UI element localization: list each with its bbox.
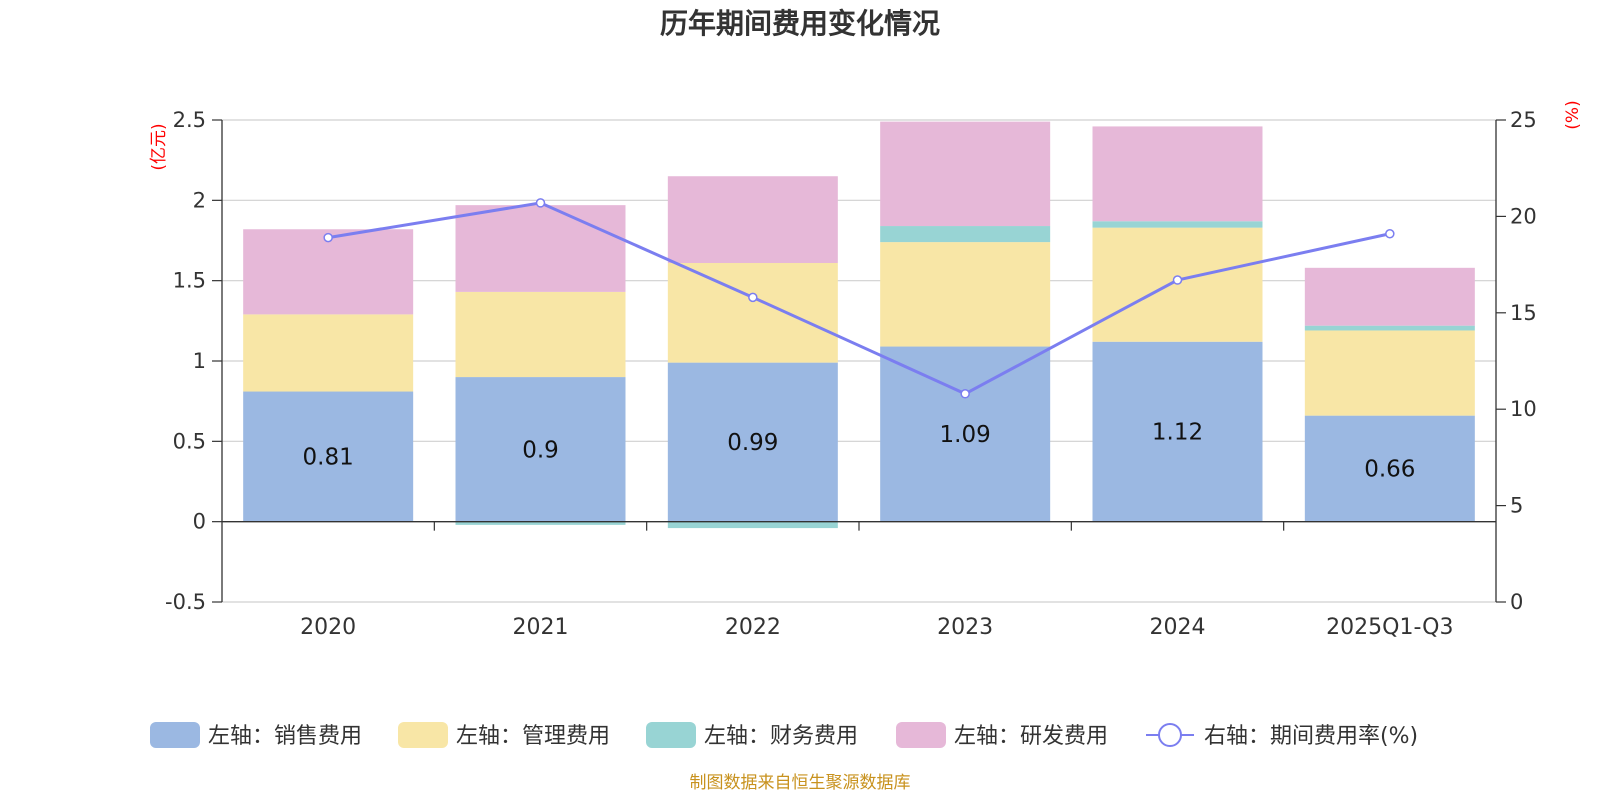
rate-point (960, 389, 970, 399)
data-label: 0.99 (727, 430, 778, 456)
bar-segment (243, 391, 414, 522)
axes: -0.5 0 0.5 1 1.5 2 2.5 0 5 10 15 20 25 2020 2021 2022 20… (165, 108, 1537, 640)
data-label: 0.81 (303, 445, 354, 471)
legend-label: 右轴：期间费用率(%) (1204, 724, 1418, 749)
bar-segment (880, 242, 1051, 347)
legend: 左轴：销售费用 左轴：管理费用 左轴：财务费用 左轴：研发费用 右轴：期间费用率(%) (150, 722, 1418, 749)
legend-swatch (398, 722, 448, 748)
x-tick-label: 2021 (513, 615, 569, 640)
bar-segment (1304, 267, 1475, 326)
legend-label: 左轴：研发费用 (954, 724, 1108, 749)
legend-swatch (646, 722, 696, 748)
left-tick-label: 2.5 (173, 108, 206, 132)
left-tick-label: 1 (193, 349, 206, 373)
x-tick-label: 2024 (1150, 615, 1206, 640)
rate-line-path (327, 201, 1391, 396)
rate-line (323, 198, 1395, 399)
bar-segment (455, 291, 626, 378)
bar-segment (880, 121, 1051, 227)
bar-segment (667, 262, 838, 363)
bar-segment (880, 226, 1051, 243)
right-tick-label: 20 (1510, 204, 1537, 228)
bar-segment (1304, 330, 1475, 416)
bar-segment (667, 362, 838, 522)
bar-segment (1092, 126, 1263, 222)
rate-point (323, 232, 333, 243)
legend-circle-marker (1158, 723, 1182, 747)
left-tick-label: 0 (193, 510, 206, 534)
right-tick-label: 5 (1510, 494, 1523, 518)
rate-point (1172, 275, 1183, 285)
right-tick-label: 10 (1510, 397, 1537, 421)
data-label: 0.9 (522, 437, 559, 463)
chart-title: 历年期间费用变化情况 (660, 7, 940, 40)
bar-segment (243, 314, 414, 392)
legend-label: 左轴：管理费用 (456, 724, 610, 749)
legend-label: 左轴：财务费用 (704, 724, 858, 749)
left-axis-unit: (亿元) (149, 123, 169, 170)
legend-label: 左轴：销售费用 (208, 724, 362, 749)
bar-segment (455, 521, 626, 525)
data-label: 0.66 (1364, 457, 1415, 483)
grid-lines (222, 119, 1496, 603)
bar-segment (667, 521, 838, 529)
bar-segment (1304, 415, 1475, 522)
rate-point (535, 198, 546, 208)
x-tick-label: 2025Q1-Q3 (1326, 615, 1453, 640)
left-tick-label: -0.5 (165, 590, 206, 614)
bar-segment (667, 176, 838, 263)
bar-segment (1092, 221, 1263, 228)
legend-swatch (896, 722, 946, 748)
rate-point (1385, 229, 1395, 239)
x-tick-label: 2022 (725, 615, 781, 640)
right-tick-label: 25 (1510, 108, 1537, 132)
rate-point (748, 292, 758, 303)
bar-segment (1092, 341, 1263, 522)
data-label: 1.09 (940, 422, 991, 448)
bar-segment (880, 346, 1051, 522)
bar-segment (455, 205, 626, 292)
bar-segment (1304, 325, 1475, 331)
data-label: 1.12 (1152, 420, 1203, 446)
right-tick-label: 0 (1510, 590, 1523, 614)
left-tick-label: 1.5 (173, 269, 206, 293)
left-tick-label: 2 (193, 188, 206, 212)
bars (243, 121, 1475, 529)
right-tick-label: 15 (1510, 301, 1537, 325)
right-axis-unit: (%) (1563, 100, 1583, 129)
x-tick-label: 2020 (300, 615, 356, 640)
source-note: 制图数据来自恒生聚源数据库 (690, 773, 911, 793)
left-tick-label: 0.5 (173, 429, 206, 453)
bar-segment (243, 229, 414, 315)
x-tick-label: 2023 (937, 615, 993, 640)
bar-segment (455, 377, 626, 522)
legend-swatch (150, 722, 200, 748)
data-labels: 0.81 0.9 0.99 1.09 1.12 0.66 (303, 420, 1416, 483)
